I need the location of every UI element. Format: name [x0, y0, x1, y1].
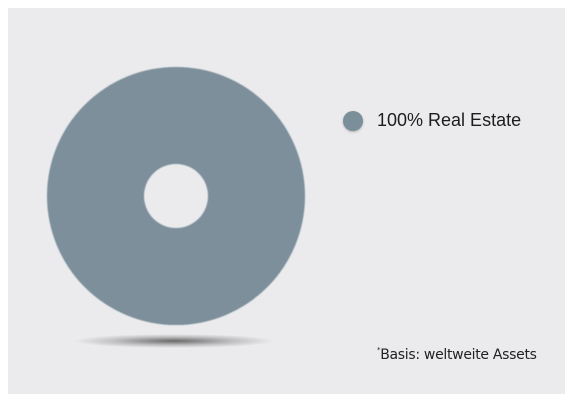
footnote-marker: * [377, 346, 381, 354]
pie-slice-0 [46, 66, 305, 326]
slices-group [46, 66, 305, 326]
legend-label: 100% Real Estate [377, 110, 522, 130]
legend-swatch [343, 110, 363, 131]
chart-panel: 100% Real Estate *Basis: weltweite Asset… [8, 8, 565, 394]
chart-shadow [74, 334, 274, 348]
donut-chart [46, 66, 305, 348]
legend: 100% Real Estate [343, 110, 521, 131]
footnote: *Basis: weltweite Assets [377, 346, 537, 363]
footnote-text: Basis: weltweite Assets [380, 347, 537, 363]
